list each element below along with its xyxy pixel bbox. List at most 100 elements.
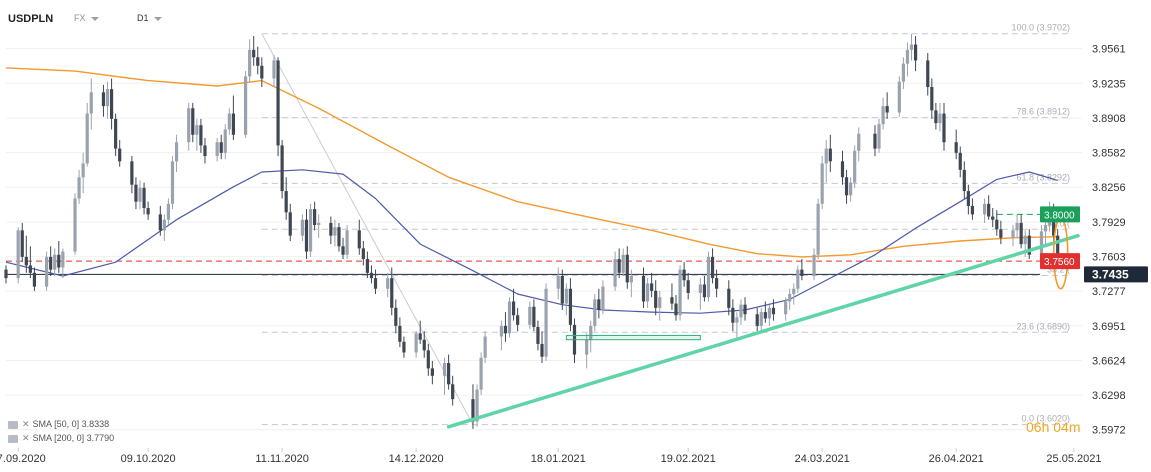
y-tick-label: 3.6951 [1092, 321, 1126, 333]
candle-body [844, 177, 849, 196]
sma-50-path [5, 169, 1058, 314]
candle-body [849, 182, 853, 196]
fib-level-label: 78.6 (3.8912) [1016, 107, 1070, 117]
candle-body [885, 106, 889, 113]
candle-body [617, 259, 621, 273]
candle-body [540, 343, 544, 357]
remove-icon[interactable]: ✕ [22, 433, 30, 443]
candle-body [682, 269, 686, 281]
candle-body [187, 108, 191, 143]
candle-body [930, 87, 934, 111]
candle-body [824, 148, 828, 164]
candle-body [1019, 222, 1023, 245]
candle-body [394, 307, 398, 326]
candle-body [926, 60, 930, 88]
candle-body [796, 269, 800, 289]
candle-body [243, 76, 248, 135]
trendline-path [446, 233, 1080, 429]
candle-body [130, 161, 134, 185]
candle-body [1056, 235, 1060, 263]
candle-body [288, 212, 292, 236]
candle-body [670, 297, 674, 304]
indicator-sma-200[interactable]: ✕ SMA [200, 0] 3.7790 [8, 433, 114, 444]
remove-icon[interactable]: ✕ [22, 419, 30, 429]
candle-body [77, 177, 81, 199]
candle-body [784, 301, 788, 315]
candle-body [767, 307, 771, 319]
candle-body [256, 57, 260, 66]
candle-body [507, 301, 512, 334]
candle-body [101, 92, 106, 107]
candle-body [174, 142, 179, 162]
timeframe-selector[interactable]: D1 [137, 13, 162, 23]
candle-body [873, 133, 877, 149]
candle-body [536, 326, 540, 344]
x-tick-label: 11.11.2020 [255, 453, 308, 465]
candle-body [698, 284, 702, 293]
indicator-value: 3.8338 [81, 419, 110, 429]
candle-body [499, 325, 503, 337]
candle-body [308, 209, 313, 252]
sma-200-line [5, 67, 1058, 258]
candle-body [170, 161, 175, 204]
candle-body [629, 276, 633, 283]
candle-body [386, 278, 390, 289]
y-tick-label: 3.5972 [1092, 425, 1126, 437]
candle-body [199, 125, 203, 146]
candle-body [422, 339, 426, 351]
candle-body [828, 148, 832, 162]
symbol-label[interactable]: USDPLN [8, 13, 54, 25]
candle-body [73, 198, 77, 252]
candle-body [142, 187, 146, 209]
candle-body [755, 314, 759, 326]
candle-body [601, 286, 605, 310]
candle-body [739, 304, 743, 318]
candle-body [447, 363, 451, 385]
candle-body [248, 49, 252, 77]
candle-body [816, 203, 820, 255]
candle-body [528, 306, 532, 325]
candle-body [511, 301, 516, 316]
candle-body [357, 230, 361, 249]
indicator-sma-50[interactable]: ✕ SMA [50, 0] 3.8338 [8, 419, 109, 430]
candle-body [219, 142, 223, 153]
y-tick-label: 3.8582 [1092, 148, 1126, 160]
price-tag [1040, 206, 1080, 223]
candle-body [532, 306, 536, 327]
price-tag-label: 3.7560 [1044, 257, 1075, 268]
market-selector[interactable]: FX [74, 13, 99, 23]
indicator-toggle-icon[interactable] [8, 420, 18, 429]
candle-body [276, 60, 280, 146]
x-tick-label: 26.04.2021 [929, 453, 984, 465]
candle-body [89, 92, 93, 114]
candle-body [138, 187, 142, 202]
candle-body [304, 219, 309, 252]
candle-body [516, 315, 520, 325]
candle-body [272, 60, 276, 79]
x-tick-label: 24.03.2021 [795, 453, 850, 465]
chevron-down-icon [90, 16, 99, 21]
candle-body [962, 169, 966, 192]
support-box [565, 334, 701, 341]
indicator-value: 3.7790 [86, 433, 115, 443]
candle-body [483, 336, 487, 358]
candle-body [365, 259, 369, 273]
fib-swing-line [261, 33, 474, 425]
price-tag [1040, 253, 1080, 270]
candle-body [341, 246, 345, 255]
candle-body [61, 251, 65, 268]
candles [4, 33, 1060, 429]
candle-body [800, 269, 804, 276]
candle-body [727, 288, 731, 308]
candle-body [905, 49, 910, 64]
y-tick-label: 3.7603 [1092, 252, 1126, 264]
timeframe-label: D1 [137, 13, 149, 23]
sma-200-path [5, 67, 1058, 258]
y-tick-label: 3.9561 [1092, 44, 1126, 56]
x-tick-label: 25.05.2021 [1046, 453, 1101, 465]
candle-body [28, 265, 32, 273]
candle-body [166, 203, 171, 220]
indicator-toggle-icon[interactable] [8, 434, 18, 443]
candle-body [759, 312, 763, 326]
